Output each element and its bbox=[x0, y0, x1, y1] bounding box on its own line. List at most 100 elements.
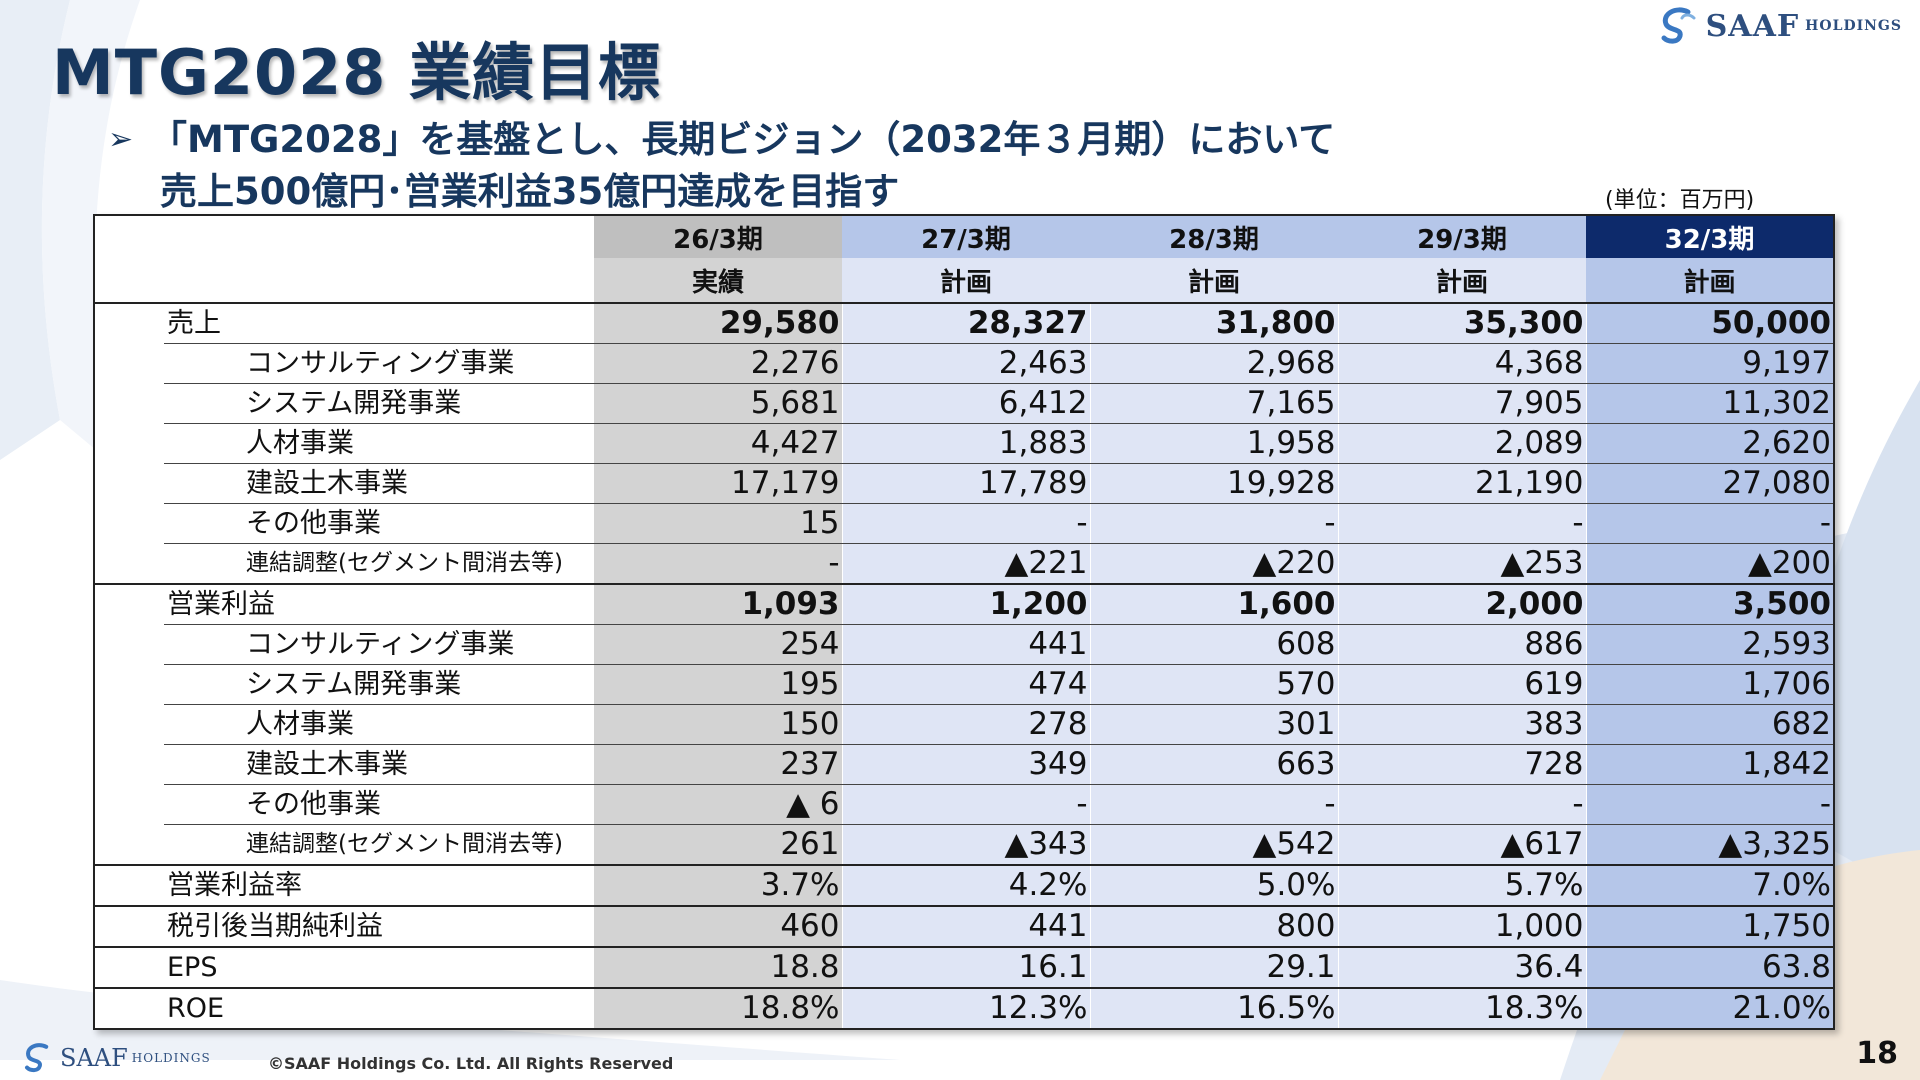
period-year: 26/3期 bbox=[594, 215, 842, 258]
value-cell: 237 bbox=[594, 744, 842, 785]
value-cell: ▲617 bbox=[1337, 824, 1586, 865]
row-label-spacer bbox=[94, 745, 164, 785]
saaf-swirl-icon bbox=[1661, 7, 1696, 44]
value-cell: 9,197 bbox=[1585, 343, 1834, 384]
row-label-spacer bbox=[164, 463, 244, 504]
row-label: 営業利益 bbox=[94, 583, 594, 625]
period-type: 実績 bbox=[594, 258, 842, 304]
unit-label: (単位：百万円) bbox=[1605, 188, 1755, 213]
table-row: システム開発事業 5,681 6,412 7,165 7,905 11,302 bbox=[94, 383, 1834, 424]
value-cell: 728 bbox=[1337, 744, 1586, 785]
value-cell: 21,190 bbox=[1337, 463, 1586, 504]
value-cell: 4.2% bbox=[841, 864, 1090, 906]
value-cell: 1,600 bbox=[1089, 583, 1338, 625]
value-cell: 17,179 bbox=[594, 463, 842, 504]
subtitle: ➢ 「MTG2028」を基盤とし、長期ビジョン（2032年３月期）において 売上… bbox=[108, 114, 1335, 218]
value-cell: 16.1 bbox=[841, 946, 1090, 988]
row-label-spacer bbox=[164, 383, 244, 424]
performance-target-table: 26/3期 27/3期 28/3期 29/3期 32/3期 実績 計画 計画 計… bbox=[93, 214, 1835, 1030]
table-row: コンサルティング事業 2,276 2,463 2,968 4,368 9,197 bbox=[94, 343, 1834, 384]
value-cell: 7,165 bbox=[1089, 383, 1338, 424]
row-label-spacer bbox=[94, 384, 164, 424]
row-label-spacer bbox=[164, 704, 244, 745]
value-cell: ▲3,325 bbox=[1585, 824, 1834, 865]
value-cell: 35,300 bbox=[1337, 302, 1586, 344]
value-cell: 570 bbox=[1089, 664, 1338, 705]
page-number: 18 bbox=[1856, 1036, 1898, 1071]
table-row: EPS 18.8 16.1 29.1 36.4 63.8 bbox=[94, 946, 1834, 988]
value-cell: 150 bbox=[594, 704, 842, 745]
value-cell: 63.8 bbox=[1585, 946, 1834, 988]
value-cell: 19,928 bbox=[1089, 463, 1338, 504]
table-row: 税引後当期純利益 460 441 800 1,000 1,750 bbox=[94, 905, 1834, 947]
period-type: 計画 bbox=[1338, 258, 1586, 304]
header-row-type: 実績 計画 計画 計画 計画 bbox=[94, 258, 1834, 304]
row-label-spacer bbox=[94, 825, 164, 866]
value-cell: 301 bbox=[1089, 704, 1338, 745]
value-cell: 28,327 bbox=[841, 302, 1090, 344]
row-label: 建設土木事業 bbox=[244, 744, 594, 785]
value-cell: 261 bbox=[594, 824, 842, 865]
value-cell: - bbox=[1585, 503, 1834, 544]
row-label: 人材事業 bbox=[244, 423, 594, 464]
value-cell: - bbox=[1089, 503, 1338, 544]
row-label-spacer bbox=[94, 504, 164, 544]
value-cell: 3,500 bbox=[1585, 583, 1834, 625]
value-cell: 619 bbox=[1337, 664, 1586, 705]
footer-logo-sub: HOLDINGS bbox=[131, 1051, 211, 1065]
copyright-text: ©SAAF Holdings Co. Ltd. All Rights Reser… bbox=[268, 1054, 674, 1073]
row-label-spacer bbox=[164, 744, 244, 785]
row-label-spacer bbox=[94, 424, 164, 464]
value-cell: - bbox=[1337, 784, 1586, 825]
header-row-period: 26/3期 27/3期 28/3期 29/3期 32/3期 bbox=[94, 215, 1834, 304]
value-cell: 474 bbox=[841, 664, 1090, 705]
row-label: 連結調整(セグメント間消去等) bbox=[244, 543, 594, 584]
value-cell: ▲542 bbox=[1089, 824, 1338, 865]
subtitle-line-2: 売上500億円･営業利益35億円達成を目指す bbox=[160, 170, 900, 213]
row-label: 税引後当期純利益 bbox=[94, 905, 594, 947]
value-cell: 1,200 bbox=[841, 583, 1090, 625]
value-cell: ▲200 bbox=[1585, 543, 1834, 584]
row-label: コンサルティング事業 bbox=[244, 343, 594, 384]
period-type: 計画 bbox=[1586, 258, 1834, 304]
period-type: 計画 bbox=[1090, 258, 1338, 304]
table-row: 建設土木事業 237 349 663 728 1,842 bbox=[94, 744, 1834, 785]
value-cell: 1,000 bbox=[1337, 905, 1586, 947]
row-label: EPS bbox=[94, 946, 594, 988]
value-cell: 3.7% bbox=[594, 864, 842, 906]
value-cell: 5,681 bbox=[594, 383, 842, 424]
value-cell: 800 bbox=[1089, 905, 1338, 947]
period-year: 29/3期 bbox=[1338, 215, 1586, 258]
value-cell: 1,093 bbox=[594, 583, 842, 625]
row-label-spacer bbox=[94, 464, 164, 504]
value-cell: 5.0% bbox=[1089, 864, 1338, 906]
value-cell: ▲253 bbox=[1337, 543, 1586, 584]
value-cell: 460 bbox=[594, 905, 842, 947]
header-corner bbox=[94, 215, 594, 304]
period-type: 計画 bbox=[842, 258, 1090, 304]
table-row: 人材事業 150 278 301 383 682 bbox=[94, 704, 1834, 745]
row-label: ROE bbox=[94, 987, 594, 1029]
row-label-spacer bbox=[164, 624, 244, 665]
row-label-spacer bbox=[164, 503, 244, 544]
row-label-spacer bbox=[94, 344, 164, 384]
value-cell: ▲220 bbox=[1089, 543, 1338, 584]
value-cell: 31,800 bbox=[1089, 302, 1338, 344]
row-label-spacer bbox=[164, 824, 244, 865]
value-cell: 15 bbox=[594, 503, 842, 544]
value-cell: 21.0% bbox=[1585, 987, 1834, 1029]
value-cell: 17,789 bbox=[841, 463, 1090, 504]
row-label-spacer bbox=[94, 705, 164, 745]
value-cell: - bbox=[1585, 784, 1834, 825]
arrow-bullet-icon: ➢ bbox=[108, 122, 134, 157]
saaf-swirl-icon bbox=[25, 1043, 49, 1073]
table-row: 連結調整(セグメント間消去等) 261 ▲343 ▲542 ▲617 ▲3,325 bbox=[94, 824, 1834, 866]
row-label: 売上 bbox=[94, 302, 594, 344]
row-label: その他事業 bbox=[244, 503, 594, 544]
value-cell: 1,706 bbox=[1585, 664, 1834, 705]
logo-main-text: SAAF bbox=[1705, 8, 1800, 44]
table-row: その他事業 15- - - - bbox=[94, 503, 1834, 544]
value-cell: 12.3% bbox=[841, 987, 1090, 1029]
value-cell: 254 bbox=[594, 624, 842, 665]
row-label-spacer bbox=[164, 543, 244, 584]
